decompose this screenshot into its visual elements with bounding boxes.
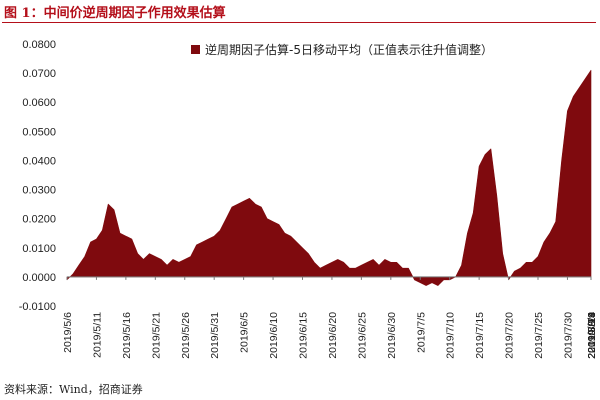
- x-tick-label: 2019/6/25: [356, 312, 368, 359]
- x-tick-label: 2019/5/16: [121, 312, 133, 359]
- legend-swatch: [191, 45, 200, 54]
- x-tick-label: 2019/8/19: [586, 312, 598, 359]
- y-tick-label: 0.0100: [22, 243, 56, 255]
- x-tick-label: 2019/5/6: [62, 312, 74, 353]
- legend: 逆周期因子估算-5日移动平均（正值表示往升值调整）: [191, 42, 493, 57]
- x-tick-label: 2019/8/14: [586, 312, 598, 359]
- y-tick-label: 0.0600: [22, 97, 56, 109]
- y-tick-label: 0.0500: [22, 126, 56, 138]
- x-tick-label: 2019/5/31: [209, 312, 221, 359]
- x-tick-label: 2019/7/10: [445, 312, 457, 359]
- x-tick-label: 2019/6/10: [268, 312, 280, 359]
- plot-area: [66, 69, 592, 286]
- x-tick-label: 2019/8/24: [586, 312, 598, 359]
- legend-label: 逆周期因子估算-5日移动平均（正值表示往升值调整）: [205, 42, 493, 57]
- x-tick-label: 2019/5/21: [150, 312, 162, 359]
- x-tick-label: 2019/8/29: [586, 312, 598, 359]
- x-tick-label: 2019/6/20: [327, 312, 339, 359]
- x-tick-label: 2019/7/5: [415, 312, 427, 353]
- y-tick-label: 0.0800: [22, 39, 56, 51]
- title-divider: [2, 22, 596, 23]
- x-tick-label: 2019/7/15: [474, 312, 486, 359]
- y-axis: -0.0100 0.0000 0.0100 0.0200 0.0300 0.0400 0.0…: [19, 39, 56, 313]
- x-tick-label: 2019/7/30: [562, 312, 574, 359]
- x-tick-label: 2019/5/11: [91, 312, 103, 358]
- series-area: [66, 69, 592, 286]
- y-tick-label: -0.0100: [19, 301, 56, 313]
- x-axis: 2019/5/6 2019/5/11 2019/5/16 2019/5/21 2019/…: [62, 276, 598, 359]
- x-tick-label: 2019/7/25: [533, 312, 545, 359]
- y-tick-label: 0.0700: [22, 68, 56, 80]
- y-tick-label: 0.0400: [22, 155, 56, 167]
- x-tick-label: 2019/7/20: [504, 312, 516, 359]
- x-tick-label: 2019/5/26: [180, 312, 192, 359]
- x-tick-label: 2019/6/5: [239, 312, 251, 353]
- x-tick-label: 2019/6/30: [386, 312, 398, 359]
- x-tick-label: 2019/8/9: [586, 312, 598, 353]
- x-tick-label: 2019/9/3: [586, 312, 598, 353]
- x-tick-label: 2019/8/4: [586, 312, 598, 353]
- figure-title: 图 1：中间价逆周期因子作用效果估算: [4, 6, 226, 21]
- y-tick-label: 0.0300: [22, 185, 56, 197]
- x-tick-label: 2019/6/15: [298, 312, 310, 359]
- source-note: 资料来源：Wind，招商证券: [4, 383, 143, 396]
- y-tick-label: 0.0200: [22, 214, 56, 226]
- y-tick-label: 0.0000: [22, 272, 56, 284]
